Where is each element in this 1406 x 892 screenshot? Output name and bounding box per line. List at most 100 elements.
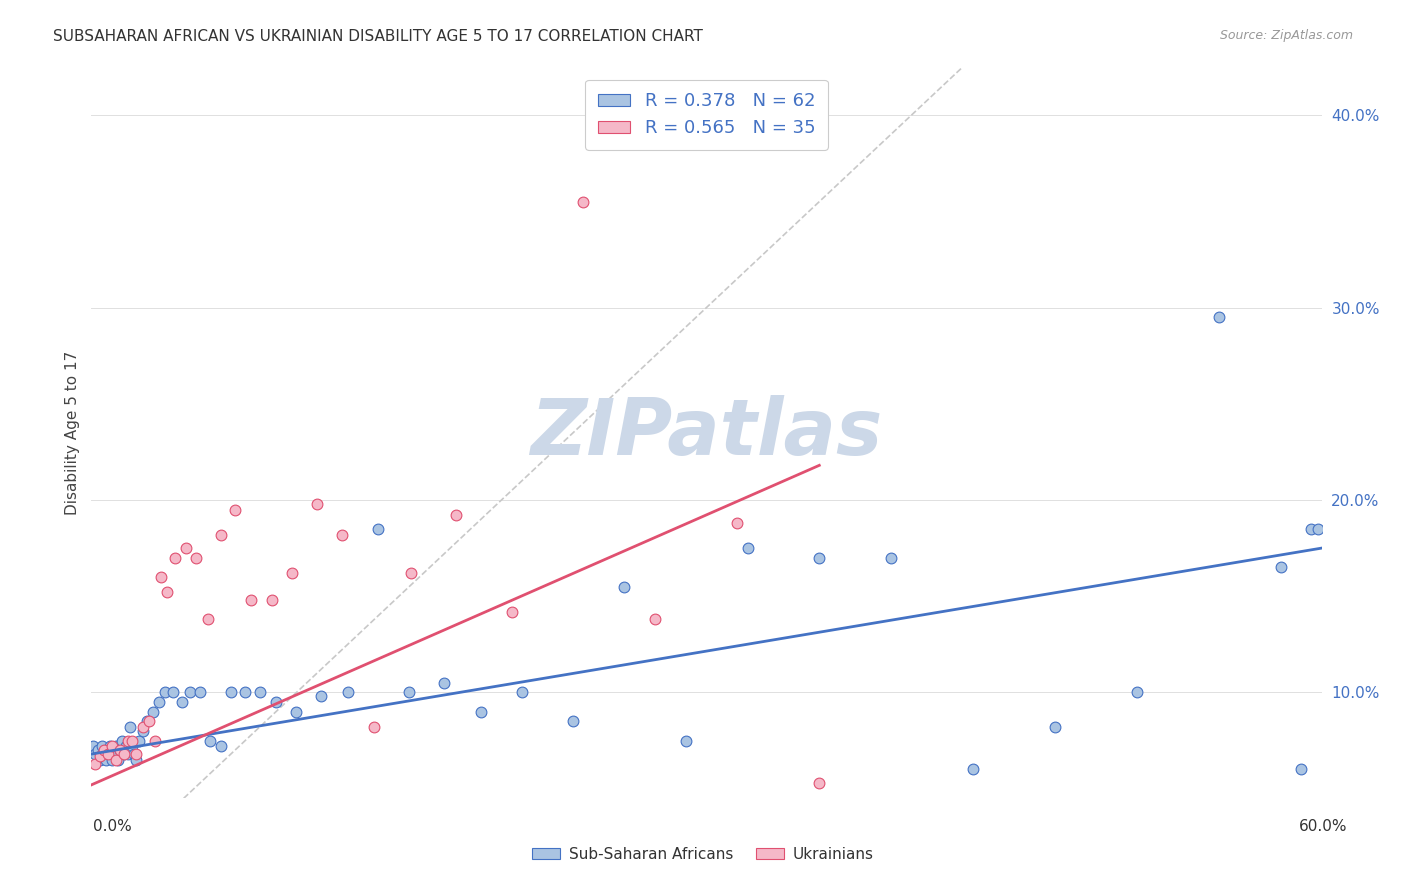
Point: [184, 550, 207, 565]
Point: [120, 720, 142, 734]
Point: [1289, 763, 1312, 777]
Point: [1043, 720, 1066, 734]
Point: [111, 733, 134, 747]
Point: [170, 695, 193, 709]
Text: 60.0%: 60.0%: [1299, 820, 1347, 834]
Point: [1270, 560, 1292, 574]
Point: [97, 747, 120, 761]
Point: [367, 522, 389, 536]
Text: Source: ZipAtlas.com: Source: ZipAtlas.com: [1219, 29, 1353, 42]
Point: [112, 747, 135, 761]
Point: [101, 743, 124, 757]
Point: [249, 685, 271, 699]
Point: [737, 541, 759, 555]
Point: [233, 685, 256, 699]
Point: [336, 685, 359, 699]
Point: [174, 541, 197, 555]
Point: [562, 714, 585, 729]
Point: [179, 685, 201, 699]
Point: [281, 566, 304, 581]
Point: [150, 570, 173, 584]
Point: [1306, 522, 1329, 536]
Point: [725, 516, 748, 530]
Point: [131, 723, 153, 738]
Point: [143, 733, 166, 747]
Point: [82, 739, 104, 754]
Point: [84, 756, 107, 771]
Point: [107, 753, 129, 767]
Point: [117, 747, 139, 761]
Point: [880, 550, 903, 565]
Point: [188, 685, 211, 699]
Point: [135, 714, 157, 729]
Point: [108, 743, 131, 757]
Point: [89, 753, 111, 767]
Point: [224, 502, 246, 516]
Point: [156, 585, 179, 599]
Legend: R = 0.378   N = 62, R = 0.565   N = 35: R = 0.378 N = 62, R = 0.565 N = 35: [585, 79, 828, 150]
Point: [572, 194, 595, 209]
Point: [148, 695, 170, 709]
Point: [219, 685, 242, 699]
Point: [209, 739, 232, 754]
Point: [962, 763, 984, 777]
Point: [285, 705, 308, 719]
Point: [105, 739, 127, 754]
Point: [309, 690, 332, 704]
Point: [115, 739, 138, 754]
Legend: Sub-Saharan Africans, Ukrainians: Sub-Saharan Africans, Ukrainians: [526, 841, 880, 868]
Point: [240, 593, 263, 607]
Text: ZIPatlas: ZIPatlas: [530, 394, 883, 471]
Point: [675, 733, 697, 747]
Point: [209, 527, 232, 541]
Point: [142, 705, 165, 719]
Point: [138, 714, 160, 729]
Point: [613, 580, 636, 594]
Point: [101, 739, 124, 754]
Point: [470, 705, 492, 719]
Point: [112, 747, 135, 761]
Point: [200, 733, 222, 747]
Point: [97, 747, 120, 761]
Point: [1126, 685, 1149, 699]
Point: [363, 720, 385, 734]
Point: [808, 776, 831, 790]
Point: [433, 676, 456, 690]
Point: [121, 739, 143, 754]
Y-axis label: Disability Age 5 to 17: Disability Age 5 to 17: [65, 351, 80, 515]
Point: [86, 743, 108, 757]
Point: [90, 739, 112, 754]
Point: [399, 566, 422, 581]
Point: [101, 753, 124, 767]
Point: [1208, 310, 1230, 325]
Point: [94, 743, 117, 757]
Point: [510, 685, 533, 699]
Point: [128, 733, 150, 747]
Point: [153, 685, 177, 699]
Point: [1301, 522, 1323, 536]
Point: [446, 508, 468, 523]
Point: [89, 749, 111, 764]
Point: [131, 720, 153, 734]
Point: [260, 593, 283, 607]
Point: [305, 497, 328, 511]
Point: [264, 695, 287, 709]
Point: [330, 527, 353, 541]
Point: [117, 733, 139, 747]
Point: [644, 612, 666, 626]
Point: [84, 747, 107, 761]
Point: [124, 747, 146, 761]
Point: [162, 685, 184, 699]
Text: 0.0%: 0.0%: [93, 820, 132, 834]
Point: [94, 753, 117, 767]
Point: [105, 753, 127, 767]
Point: [93, 747, 115, 761]
Point: [398, 685, 420, 699]
Point: [125, 747, 148, 761]
Point: [808, 550, 831, 565]
Text: SUBSAHARAN AFRICAN VS UKRAINIAN DISABILITY AGE 5 TO 17 CORRELATION CHART: SUBSAHARAN AFRICAN VS UKRAINIAN DISABILI…: [53, 29, 703, 44]
Point: [93, 743, 115, 757]
Point: [125, 753, 148, 767]
Point: [197, 612, 219, 626]
Point: [501, 605, 523, 619]
